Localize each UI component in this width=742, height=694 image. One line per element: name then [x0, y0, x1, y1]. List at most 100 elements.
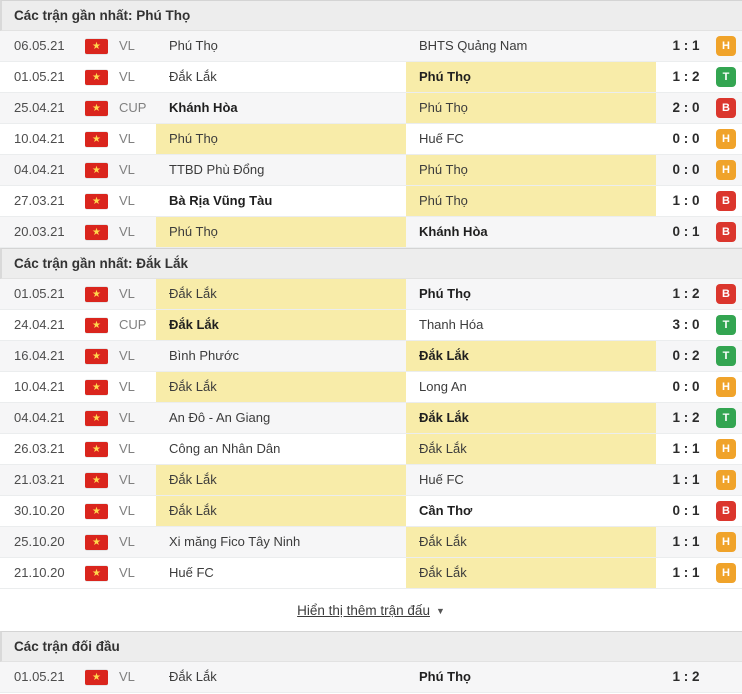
- match-score: 1 : 1: [672, 534, 700, 549]
- result-badge: H: [716, 377, 736, 397]
- competition-label: VL: [119, 410, 135, 425]
- away-team: Đắk Lắk: [406, 527, 656, 557]
- result-badge: H: [716, 439, 736, 459]
- result-badge: B: [716, 191, 736, 211]
- vietnam-flag-icon: ★: [85, 565, 108, 581]
- match-date: 01.05.21: [14, 669, 65, 684]
- result-badge: H: [716, 470, 736, 490]
- match-score: 1 : 2: [672, 410, 700, 425]
- match-row[interactable]: 01.05.21 ★ VL Đắk Lắk Phú Thọ 1 : 2 B: [0, 279, 742, 310]
- match-row[interactable]: 01.05.21 ★ VL Đắk Lắk Phú Thọ 1 : 2 T: [0, 62, 742, 93]
- home-team: Đắk Lắk: [156, 372, 406, 402]
- match-list: 06.05.21 ★ VL Phú Thọ BHTS Quảng Nam 1 :…: [0, 31, 742, 248]
- match-row[interactable]: 26.03.21 ★ VL Công an Nhân Dân Đắk Lắk 1…: [0, 434, 742, 465]
- competition-label: VL: [119, 441, 135, 456]
- match-row[interactable]: 10.04.21 ★ VL Đắk Lắk Long An 0 : 0 H: [0, 372, 742, 403]
- competition-label: VL: [119, 162, 135, 177]
- flag-star-icon: ★: [92, 102, 101, 114]
- flag-star-icon: ★: [92, 381, 101, 393]
- vietnam-flag-icon: ★: [85, 69, 108, 85]
- away-team: BHTS Quảng Nam: [419, 38, 528, 53]
- away-team: Đắk Lắk: [406, 434, 656, 464]
- vietnam-flag-icon: ★: [85, 100, 108, 116]
- match-score: 1 : 1: [672, 565, 700, 580]
- home-team: Huế FC: [169, 565, 214, 580]
- match-row[interactable]: 21.03.21 ★ VL Đắk Lắk Huế FC 1 : 1 H: [0, 465, 742, 496]
- match-row[interactable]: 04.04.21 ★ VL An Đô - An Giang Đắk Lắk 1…: [0, 403, 742, 434]
- match-row[interactable]: 27.03.21 ★ VL Bà Rịa Vũng Tàu Phú Thọ 1 …: [0, 186, 742, 217]
- competition-label: CUP: [119, 317, 147, 332]
- home-team: Đắk Lắk: [156, 496, 406, 526]
- result-badge: T: [716, 67, 736, 87]
- show-more-link[interactable]: Hiển thị thêm trận đấu ▼: [297, 603, 445, 618]
- home-team: Đắk Lắk: [156, 465, 406, 495]
- chevron-down-icon: ▼: [435, 605, 445, 616]
- match-score: 1 : 1: [672, 472, 700, 487]
- flag-star-icon: ★: [92, 350, 101, 362]
- vietnam-flag-icon: ★: [85, 162, 108, 178]
- flag-star-icon: ★: [92, 443, 101, 455]
- home-team: Xi măng Fico Tây Ninh: [169, 534, 301, 549]
- vietnam-flag-icon: ★: [85, 534, 108, 550]
- match-score: 1 : 2: [672, 669, 700, 684]
- competition-label: VL: [119, 286, 135, 301]
- flag-star-icon: ★: [92, 567, 101, 579]
- match-row[interactable]: 30.10.20 ★ VL Đắk Lắk Cần Thơ 0 : 1 B: [0, 496, 742, 527]
- match-score: 0 : 2: [672, 348, 700, 363]
- away-team: Đắk Lắk: [406, 341, 656, 371]
- result-badge: B: [716, 222, 736, 242]
- competition-label: VL: [119, 472, 135, 487]
- section-title: Các trận gần nhất: Phú Thọ: [14, 8, 191, 23]
- match-date: 01.05.21: [14, 69, 65, 84]
- match-row[interactable]: 25.10.20 ★ VL Xi măng Fico Tây Ninh Đắk …: [0, 527, 742, 558]
- result-badge: T: [716, 346, 736, 366]
- section-head-to-head: Các trận đối đầu 01.05.21 ★ VL Đắk Lắk P…: [0, 631, 742, 693]
- match-row[interactable]: 10.04.21 ★ VL Phú Thọ Huế FC 0 : 0 H: [0, 124, 742, 155]
- flag-star-icon: ★: [92, 71, 101, 83]
- section-header: Các trận gần nhất: Đắk Lắk: [0, 248, 742, 279]
- result-badge: B: [716, 98, 736, 118]
- vietnam-flag-icon: ★: [85, 38, 108, 54]
- match-score: 0 : 0: [672, 162, 700, 177]
- match-row[interactable]: 16.04.21 ★ VL Bình Phước Đắk Lắk 0 : 2 T: [0, 341, 742, 372]
- section-title: Các trận đối đầu: [14, 639, 120, 654]
- match-row[interactable]: 06.05.21 ★ VL Phú Thọ BHTS Quảng Nam 1 :…: [0, 31, 742, 62]
- competition-label: VL: [119, 348, 135, 363]
- home-team: Đắk Lắk: [156, 310, 406, 340]
- section-title: Các trận gần nhất: Đắk Lắk: [14, 256, 189, 271]
- competition-label: VL: [119, 38, 135, 53]
- match-date: 04.04.21: [14, 410, 65, 425]
- vietnam-flag-icon: ★: [85, 410, 108, 426]
- home-team: Khánh Hòa: [169, 100, 238, 115]
- away-team: Đắk Lắk: [406, 558, 656, 588]
- match-row[interactable]: 04.04.21 ★ VL TTBD Phù Đổng Phú Thọ 0 : …: [0, 155, 742, 186]
- away-team: Phú Thọ: [406, 62, 656, 92]
- competition-label: VL: [119, 193, 135, 208]
- home-team: Đắk Lắk: [169, 669, 217, 684]
- match-date: 01.05.21: [14, 286, 65, 301]
- match-row[interactable]: 21.10.20 ★ VL Huế FC Đắk Lắk 1 : 1 H: [0, 558, 742, 589]
- match-row[interactable]: 01.05.21 ★ VL Đắk Lắk Phú Thọ 1 : 2: [0, 662, 742, 693]
- match-row[interactable]: 24.04.21 ★ CUP Đắk Lắk Thanh Hóa 3 : 0 T: [0, 310, 742, 341]
- result-badge: H: [716, 129, 736, 149]
- vietnam-flag-icon: ★: [85, 286, 108, 302]
- match-date: 24.04.21: [14, 317, 65, 332]
- vietnam-flag-icon: ★: [85, 379, 108, 395]
- show-more-label: Hiển thị thêm trận đấu: [297, 602, 430, 618]
- flag-star-icon: ★: [92, 164, 101, 176]
- match-list: 01.05.21 ★ VL Đắk Lắk Phú Thọ 1 : 2 B 24…: [0, 279, 742, 589]
- competition-label: CUP: [119, 100, 147, 115]
- vietnam-flag-icon: ★: [85, 193, 108, 209]
- match-date: 10.04.21: [14, 379, 65, 394]
- vietnam-flag-icon: ★: [85, 348, 108, 364]
- away-team: Đắk Lắk: [406, 403, 656, 433]
- match-score: 1 : 1: [672, 441, 700, 456]
- home-team: Phú Thọ: [169, 38, 218, 53]
- result-badge: T: [716, 315, 736, 335]
- match-row[interactable]: 25.04.21 ★ CUP Khánh Hòa Phú Thọ 2 : 0 B: [0, 93, 742, 124]
- match-row[interactable]: 20.03.21 ★ VL Phú Thọ Khánh Hòa 0 : 1 B: [0, 217, 742, 248]
- home-team: Công an Nhân Dân: [169, 441, 281, 456]
- result-badge: H: [716, 160, 736, 180]
- flag-star-icon: ★: [92, 319, 101, 331]
